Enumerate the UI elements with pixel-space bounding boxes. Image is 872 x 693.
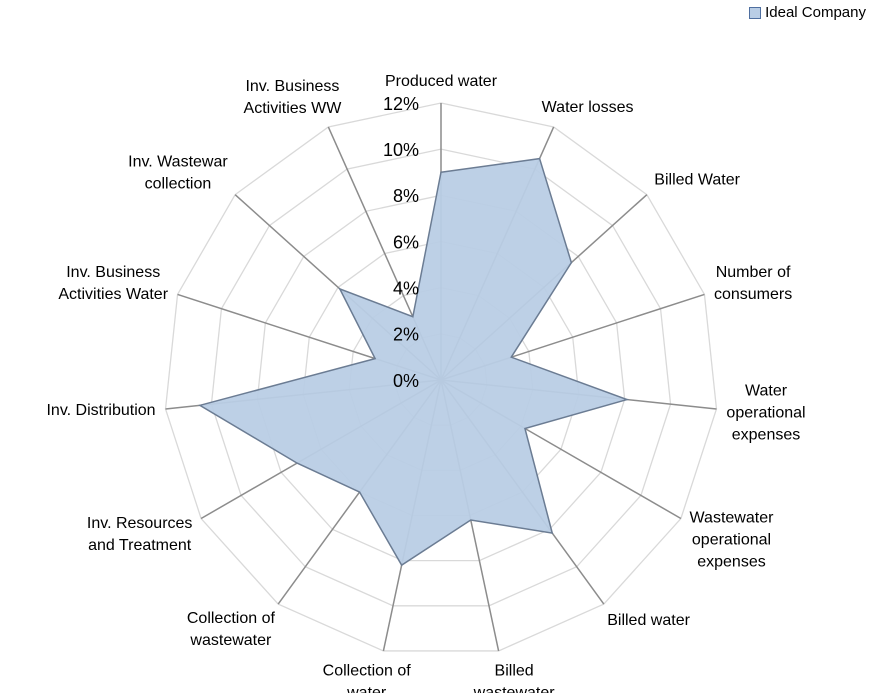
y-tick-label: 6%: [393, 232, 419, 252]
grid-line: [164, 102, 718, 652]
y-tick-label: 8%: [393, 186, 419, 206]
y-tick-label: 12%: [383, 94, 419, 114]
category-label: Inv. Business Activities WW: [243, 77, 342, 117]
grid-line: [256, 194, 626, 562]
category-label: Wastewater operational expenses: [689, 509, 774, 570]
category-label: Number of consumers: [713, 264, 793, 304]
y-tick-label: 10%: [383, 140, 419, 160]
category-label: Billed Water: [654, 171, 740, 189]
category-label: Water operational expenses: [726, 382, 806, 444]
category-label: Water losses: [541, 98, 634, 116]
category-label: Billed wastewater: [473, 662, 555, 693]
category-label: Collection of wastewater: [186, 609, 275, 649]
y-tick-label: 0%: [393, 371, 419, 391]
category-label: Billed water: [607, 612, 690, 630]
radar-area: [198, 157, 630, 567]
category-label: Inv. Business Activities Water: [58, 264, 169, 304]
legend-label: Ideal Company: [765, 4, 866, 21]
category-label: Inv. Wastewar collection: [128, 153, 228, 193]
y-tick-label: 4%: [393, 278, 419, 298]
category-label: Produced water: [384, 73, 498, 90]
y-tick-label: 2%: [393, 325, 419, 345]
grid-line: [210, 148, 672, 607]
legend-swatch: [749, 6, 762, 19]
category-label: Inv. Distribution: [46, 402, 156, 420]
category-label: Inv. Resources and Treatment: [86, 514, 193, 554]
legend: Ideal Company: [749, 4, 866, 21]
category-label: Collection of water: [322, 662, 411, 693]
